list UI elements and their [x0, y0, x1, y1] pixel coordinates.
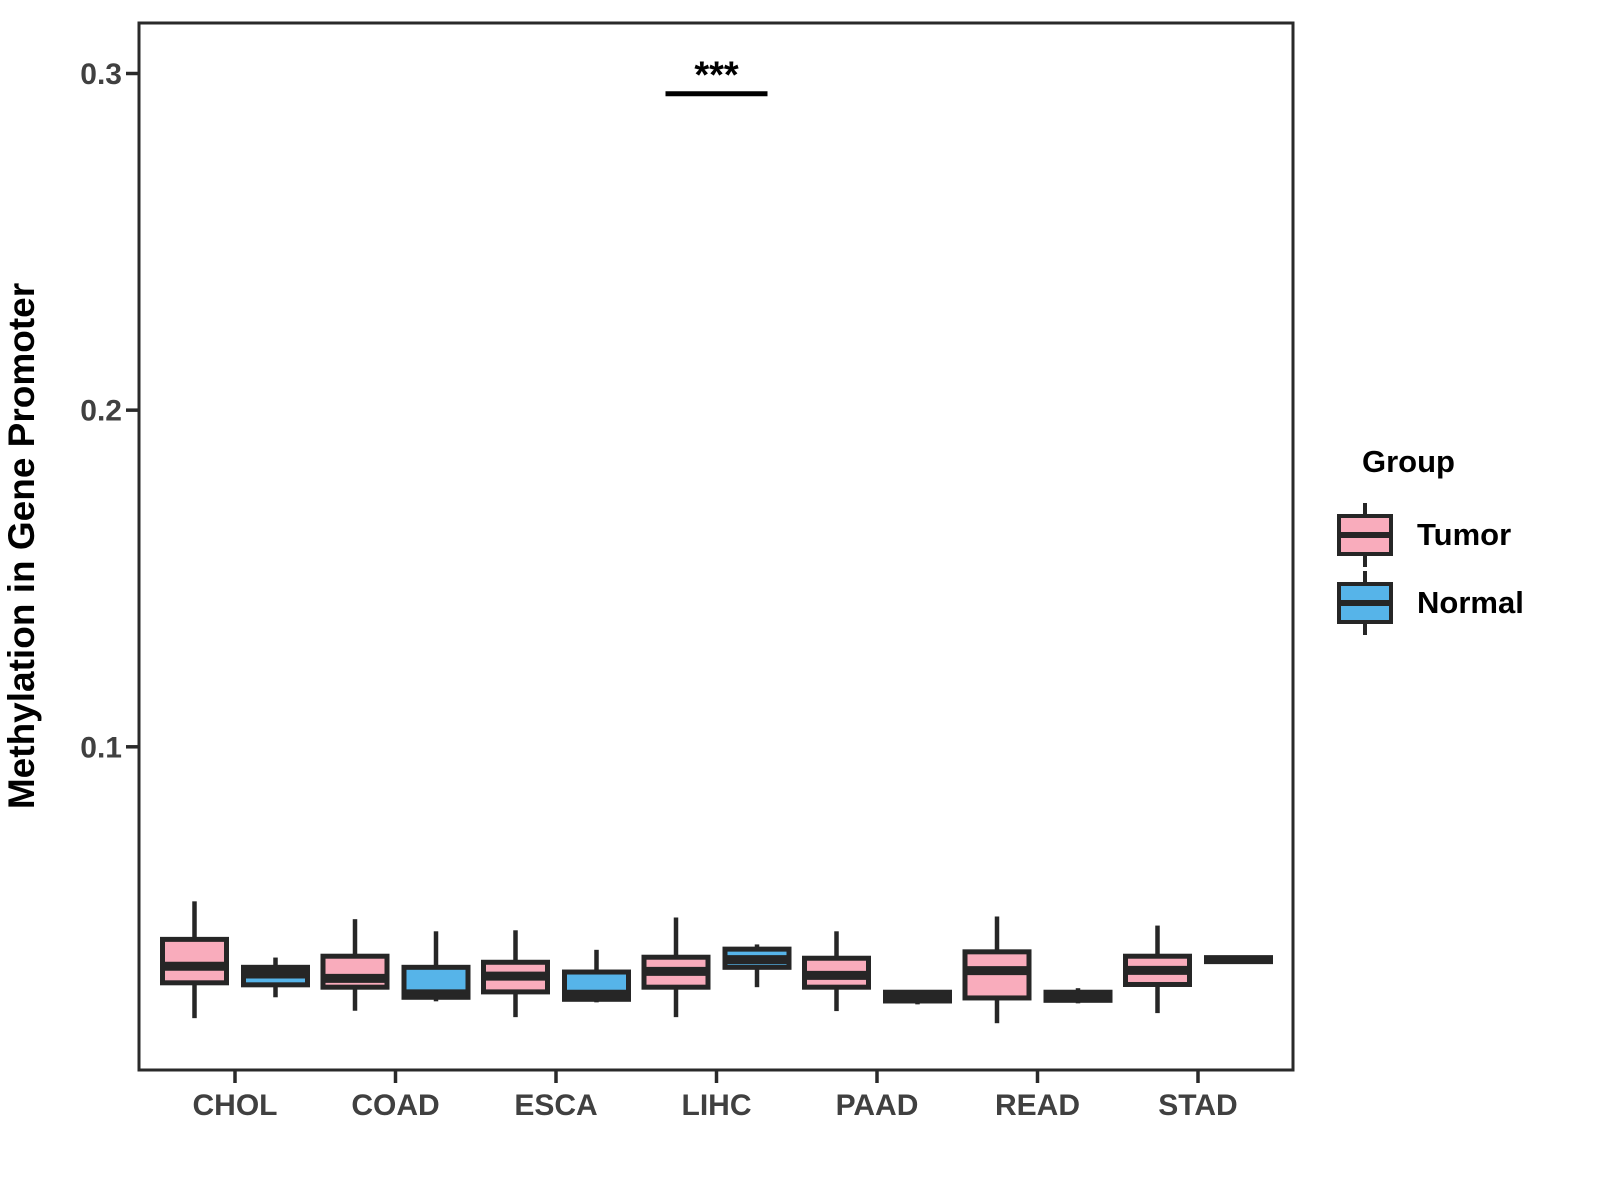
tumor-boxplot-key-icon — [1337, 503, 1393, 567]
x-tick-label-chol: CHOL — [193, 1089, 278, 1122]
normal-boxplot-key-icon — [1337, 571, 1393, 635]
legend-entry-normal: Normal — [1332, 570, 1524, 636]
panel-border — [137, 21, 1295, 1072]
x-tick-label-stad: STAD — [1158, 1089, 1237, 1122]
x-tick-label-paad: PAAD — [836, 1089, 919, 1122]
legend-title: Group — [1362, 444, 1455, 479]
significance-label-lihc: *** — [694, 55, 739, 97]
y-tick-label: 0.2 — [80, 395, 122, 428]
legend-label-normal: Normal — [1417, 585, 1524, 620]
x-tick-label-esca: ESCA — [514, 1089, 597, 1122]
y-tick-label: 0.1 — [80, 731, 122, 764]
x-tick-label-coad: COAD — [351, 1089, 439, 1122]
legend-label-tumor: Tumor — [1417, 517, 1512, 552]
legend: Group Tumor Normal — [1332, 444, 1524, 638]
x-tick-label-read: READ — [995, 1089, 1080, 1122]
plot-panel: 0.1 0.2 0.3 CHOL COAD ESCA LIHC PAAD READ STAD *** — [80, 21, 1295, 1122]
y-tick-label: 0.3 — [80, 58, 122, 91]
y-axis-title: Methylation in Gene Promoter — [1, 283, 42, 809]
tumor-box-chol — [160, 936, 229, 986]
legend-entry-tumor: Tumor — [1332, 502, 1524, 568]
x-tick-label-lihc: LIHC — [682, 1089, 752, 1122]
